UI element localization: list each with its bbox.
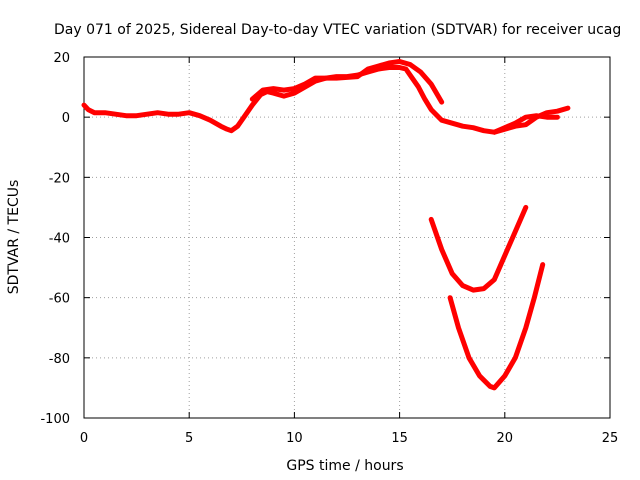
axis-ticks: 0 5 10 15 20 25 20 0 -20 -40 -60 -80 -100 — [40, 51, 618, 446]
x-tick-label: 25 — [602, 431, 619, 446]
y-tick-label: -100 — [40, 412, 70, 427]
series-arc-lower — [447, 262, 546, 391]
y-tick-label: -80 — [49, 352, 70, 367]
x-tick-label: 5 — [185, 431, 193, 446]
y-tick-label: -40 — [49, 232, 70, 247]
data-series — [81, 59, 571, 391]
y-tick-label: 0 — [62, 111, 70, 126]
x-tick-label: 20 — [497, 431, 514, 446]
y-tick-label: -20 — [49, 171, 70, 186]
x-tick-label: 15 — [391, 431, 408, 446]
y-tick-label: 20 — [53, 51, 70, 66]
y-axis-label: SDTVAR / TECUs — [6, 180, 22, 295]
x-axis-label: GPS time / hours — [286, 458, 403, 474]
grid — [84, 57, 610, 418]
y-tick-label: -60 — [49, 292, 70, 307]
series-late-hook — [491, 113, 560, 135]
x-tick-label: 0 — [80, 431, 88, 446]
series-arc-upper — [428, 204, 529, 293]
chart-title: Day 071 of 2025, Sidereal Day-to-day VTE… — [54, 22, 621, 38]
series-main — [81, 65, 571, 135]
x-tick-label: 10 — [286, 431, 303, 446]
series-main-spread — [249, 59, 445, 105]
